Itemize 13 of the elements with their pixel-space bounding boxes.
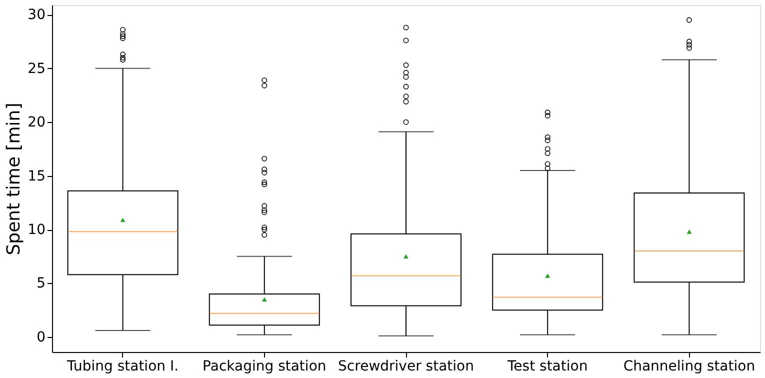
x-tick-label: Screwdriver station (338, 358, 474, 374)
y-tick-label: 25 (28, 60, 46, 77)
y-tick-label: 0 (36, 329, 46, 346)
y-tick-label: 15 (28, 168, 46, 184)
y-tick-label: 5 (36, 276, 46, 292)
y-tick-label: 30 (28, 7, 46, 24)
x-tick-label: Tubing station I. (66, 358, 179, 374)
y-tick-label: 20 (28, 114, 46, 131)
y-axis-title: Spent time [min] (4, 102, 25, 256)
x-tick-label: Packaging station (202, 358, 326, 374)
y-tick-label: 10 (28, 222, 46, 238)
x-tick-label: Test station (506, 358, 588, 374)
x-tick-label: Channeling station (623, 358, 756, 374)
